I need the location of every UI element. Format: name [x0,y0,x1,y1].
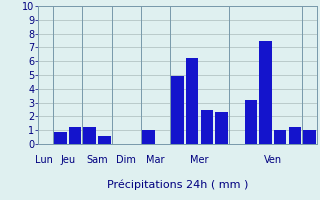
Text: Lun: Lun [35,155,53,165]
Bar [69,127,81,144]
Text: Jeu: Jeu [60,155,75,165]
Bar [84,127,96,144]
Bar [259,40,272,144]
Bar [303,130,316,144]
Bar [215,112,228,144]
Bar [186,58,198,144]
Bar [244,100,257,144]
Text: Précipitations 24h ( mm ): Précipitations 24h ( mm ) [107,180,248,190]
Bar [201,110,213,144]
Text: Sam: Sam [86,155,108,165]
Bar [98,136,111,144]
Bar [289,127,301,144]
Bar [172,76,184,144]
Text: Dim: Dim [116,155,136,165]
Bar [142,130,155,144]
Text: Mer: Mer [190,155,209,165]
Bar [274,130,286,144]
Text: Mar: Mar [146,155,165,165]
Bar [54,132,67,144]
Text: Ven: Ven [264,155,282,165]
